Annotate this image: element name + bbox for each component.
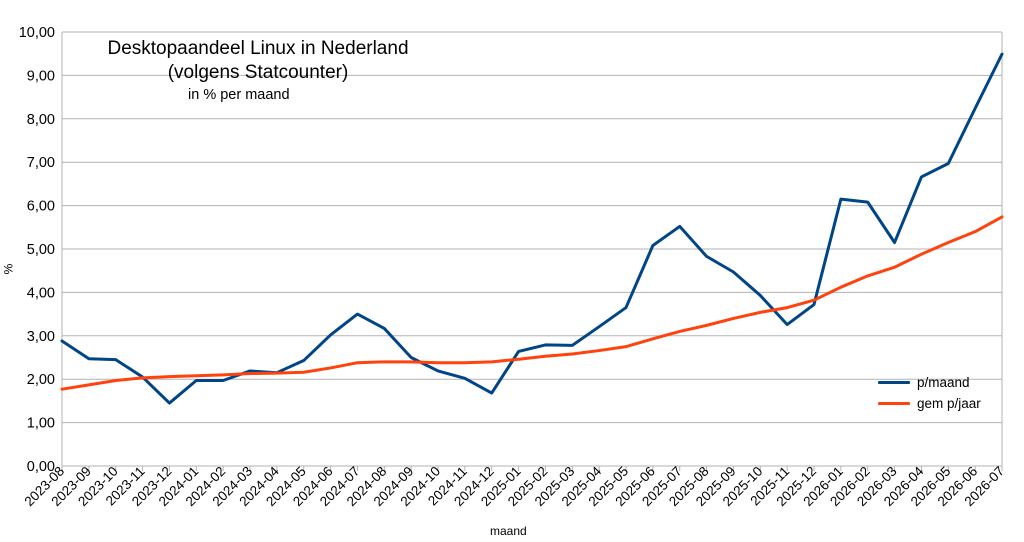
legend-swatch-gem-p-jaar (878, 402, 910, 405)
chart-title: Desktopaandeel Linux in Nederland (107, 38, 409, 59)
y-tick-label: 3,00 (27, 329, 55, 345)
x-axis-label: maand (490, 524, 527, 538)
legend-entry-gem-p-jaar: gem p/jaar (878, 393, 981, 414)
chart-title-block: Desktopaandeel Linux in Nederland (volge… (58, 37, 458, 85)
legend-swatch-p-maand (878, 381, 910, 384)
chart-title-line2: (volgens Statcounter) (167, 62, 349, 83)
y-tick-label: 4,00 (27, 285, 55, 301)
y-tick-label: 1,00 (27, 416, 55, 432)
y-tick-label: 2,00 (27, 372, 55, 388)
y-tick-label: 9,00 (27, 68, 55, 84)
legend: p/maand gem p/jaar (878, 372, 981, 414)
chart-subtitle: in % per maand (188, 87, 290, 103)
y-tick-label: 8,00 (27, 112, 55, 128)
legend-label-gem-p-jaar: gem p/jaar (917, 396, 981, 411)
y-tick-label: 0,00 (27, 459, 55, 475)
legend-label-p-maand: p/maand (917, 375, 970, 390)
series-line-gem-p-jaar (60, 215, 1004, 391)
y-axis-ticks: 0,00 1,00 2,00 3,00 4,00 5,00 6,00 7,00 8,00 9,00… (19, 25, 55, 475)
y-tick-label: 10,00 (19, 25, 55, 41)
x-axis-ticks: 2023-082023-092023-102023-112023-122024-… (21, 463, 1007, 509)
y-tick-label: 6,00 (27, 199, 55, 215)
y-tick-label: 7,00 (27, 155, 55, 171)
y-axis-label: % (1, 263, 16, 275)
legend-entry-p-maand: p/maand (878, 372, 981, 393)
series-line-p-maand (60, 52, 1004, 405)
series-lines (60, 52, 1004, 405)
y-tick-label: 5,00 (27, 242, 55, 258)
